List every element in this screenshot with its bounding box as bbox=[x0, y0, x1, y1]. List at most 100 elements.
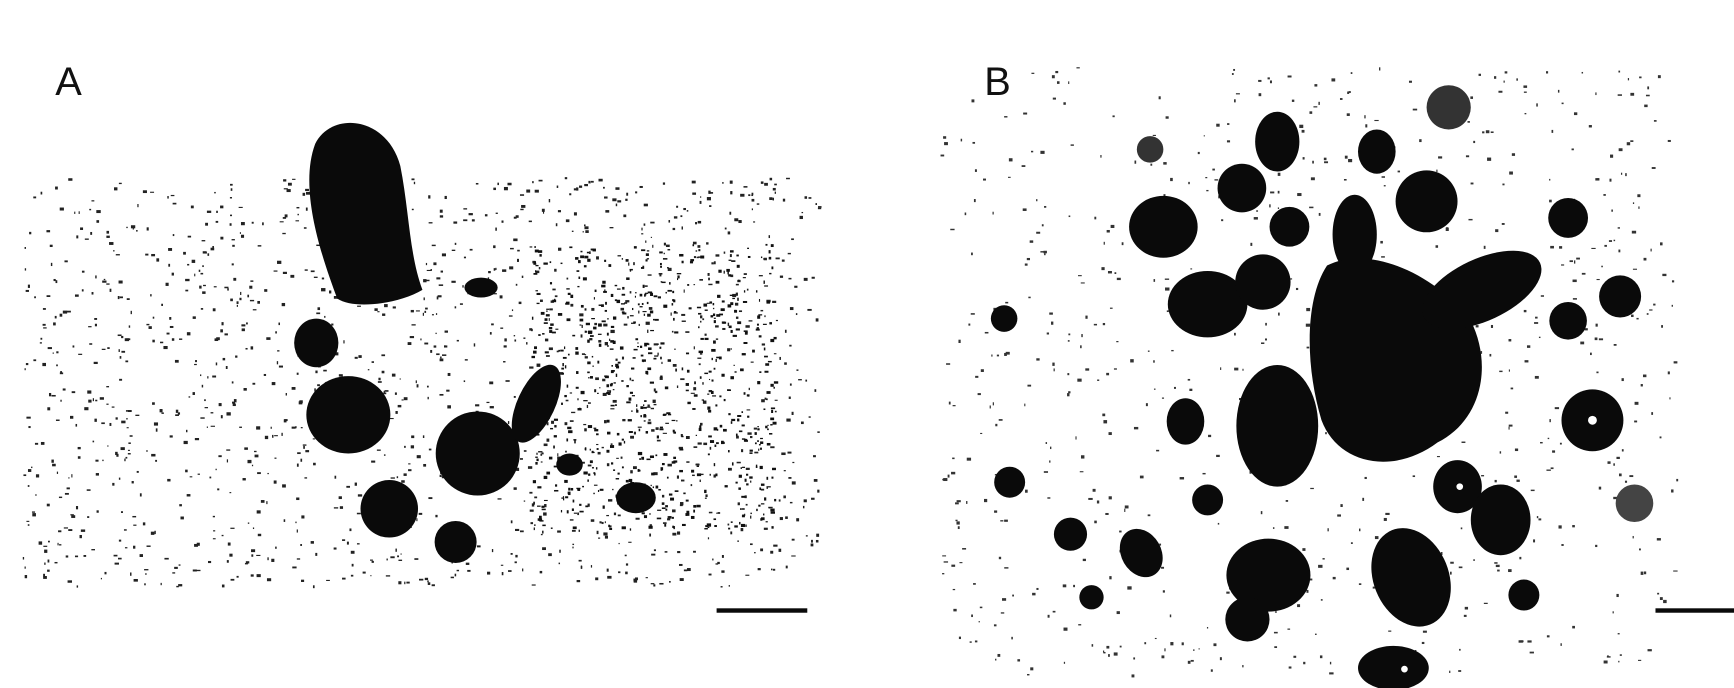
speck bbox=[1458, 670, 1462, 672]
speck bbox=[774, 498, 777, 502]
speck bbox=[555, 223, 558, 227]
speck bbox=[1227, 123, 1230, 125]
speck bbox=[296, 372, 299, 375]
speck bbox=[376, 449, 381, 451]
speck bbox=[1309, 578, 1313, 581]
speck bbox=[468, 213, 473, 216]
speck bbox=[569, 193, 572, 196]
speck bbox=[152, 402, 155, 405]
cell bbox=[360, 480, 419, 538]
speck bbox=[606, 514, 610, 517]
speck bbox=[266, 337, 271, 340]
speck bbox=[386, 558, 388, 561]
speck bbox=[615, 358, 618, 361]
speck bbox=[217, 488, 220, 491]
speck bbox=[1234, 332, 1236, 336]
speck bbox=[128, 325, 131, 328]
speck bbox=[212, 538, 216, 540]
speck bbox=[747, 415, 750, 418]
speck bbox=[595, 377, 599, 381]
speck bbox=[456, 569, 460, 572]
speck bbox=[615, 373, 618, 377]
speck bbox=[230, 188, 233, 191]
speck bbox=[613, 382, 616, 384]
speck bbox=[1490, 131, 1494, 134]
speck bbox=[91, 549, 95, 551]
speck bbox=[582, 231, 584, 233]
speck bbox=[629, 315, 634, 317]
speck bbox=[1348, 91, 1351, 93]
speck bbox=[220, 236, 224, 240]
speck bbox=[1412, 475, 1416, 478]
speck bbox=[649, 381, 655, 384]
speck bbox=[1459, 648, 1461, 651]
speck bbox=[1082, 558, 1086, 562]
speck bbox=[743, 392, 746, 395]
speck bbox=[1067, 393, 1070, 397]
speck bbox=[1470, 96, 1474, 99]
speck bbox=[727, 467, 732, 471]
speck bbox=[1595, 544, 1598, 548]
speck bbox=[540, 453, 543, 456]
speck bbox=[56, 351, 59, 354]
speck bbox=[728, 274, 732, 277]
speck bbox=[993, 624, 997, 627]
speck bbox=[644, 343, 647, 347]
speck bbox=[562, 363, 564, 367]
speck bbox=[1485, 130, 1490, 134]
speck bbox=[693, 509, 696, 513]
speck bbox=[759, 465, 763, 470]
speck bbox=[424, 310, 427, 313]
speck bbox=[1242, 368, 1244, 371]
speck bbox=[746, 331, 748, 334]
speck bbox=[1660, 242, 1663, 246]
cell bbox=[1226, 538, 1311, 612]
speck bbox=[1557, 89, 1560, 93]
speck bbox=[650, 455, 655, 459]
speck bbox=[537, 486, 542, 489]
speck bbox=[656, 517, 662, 520]
speck bbox=[517, 249, 520, 252]
speck bbox=[594, 289, 597, 293]
speck bbox=[562, 496, 565, 498]
speck bbox=[513, 395, 516, 398]
speck bbox=[730, 191, 733, 195]
speck bbox=[715, 254, 720, 257]
speck bbox=[1481, 475, 1485, 477]
cell bbox=[1508, 579, 1540, 611]
speck bbox=[276, 361, 279, 365]
speck bbox=[27, 469, 32, 472]
speck bbox=[127, 453, 131, 455]
speck bbox=[591, 451, 595, 454]
speck bbox=[758, 443, 761, 446]
speck bbox=[411, 178, 415, 181]
speck bbox=[711, 348, 716, 352]
speck bbox=[653, 403, 657, 406]
speck bbox=[584, 255, 589, 259]
speck bbox=[699, 473, 704, 476]
speck bbox=[1618, 249, 1621, 253]
speck bbox=[251, 221, 254, 224]
speck bbox=[647, 274, 652, 276]
speck bbox=[1044, 253, 1046, 256]
speck bbox=[672, 532, 677, 536]
speck bbox=[596, 448, 599, 450]
speck bbox=[246, 322, 248, 325]
speck bbox=[692, 408, 696, 410]
speck bbox=[618, 442, 622, 446]
speck bbox=[775, 257, 780, 260]
speck bbox=[744, 478, 747, 482]
speck bbox=[697, 442, 702, 445]
speck bbox=[659, 262, 662, 266]
speck bbox=[1226, 140, 1231, 143]
speck bbox=[274, 457, 277, 459]
speck bbox=[350, 550, 355, 554]
speck bbox=[598, 323, 602, 327]
speck bbox=[63, 527, 69, 529]
speck bbox=[568, 487, 571, 491]
speck bbox=[723, 398, 726, 402]
speck bbox=[451, 249, 456, 251]
speck bbox=[729, 180, 733, 184]
speck bbox=[680, 434, 683, 437]
speck bbox=[629, 268, 633, 271]
